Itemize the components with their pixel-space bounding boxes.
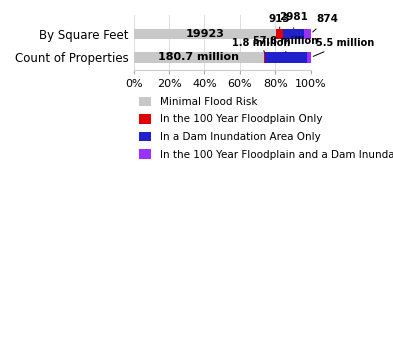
Bar	[264, 52, 265, 63]
Text: 19923: 19923	[185, 29, 224, 39]
Text: 913: 913	[269, 14, 290, 29]
Text: 5.5 million: 5.5 million	[313, 38, 374, 56]
Text: 57.8 million: 57.8 million	[253, 36, 318, 52]
Bar	[265, 52, 307, 63]
Bar	[134, 29, 276, 39]
Text: 2981: 2981	[279, 12, 308, 29]
Legend: Minimal Flood Risk, In the 100 Year Floodplain Only, In a Dam Inundation Area On: Minimal Flood Risk, In the 100 Year Floo…	[139, 97, 393, 159]
Bar	[304, 29, 310, 39]
Bar	[276, 29, 283, 39]
Text: 180.7 million: 180.7 million	[158, 52, 239, 62]
Bar	[283, 29, 304, 39]
Text: 874: 874	[313, 14, 338, 32]
Bar	[134, 52, 264, 63]
Text: 1.8 million: 1.8 million	[231, 38, 290, 52]
Bar	[307, 52, 310, 63]
